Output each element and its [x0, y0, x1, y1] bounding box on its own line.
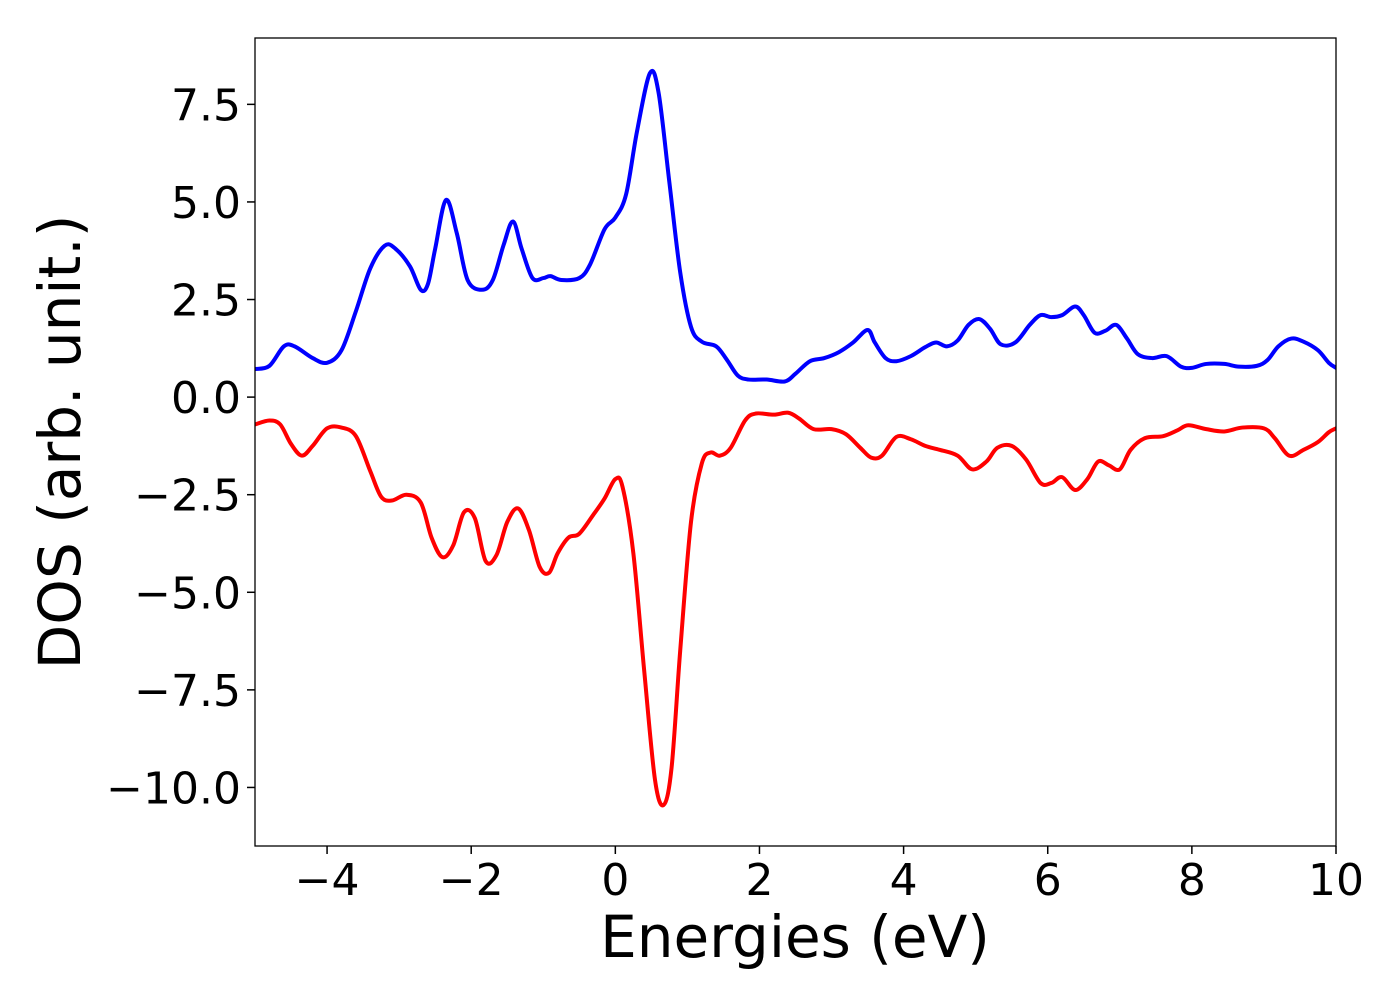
y-axis-title: DOS (arb. unit.)	[26, 215, 94, 670]
y-tick-label: 0.0	[171, 373, 241, 424]
x-tick-label: 2	[745, 855, 773, 906]
y-tick-label: −2.5	[134, 471, 241, 522]
y-tick-label: 2.5	[171, 276, 241, 327]
series-line-negative	[255, 410, 1336, 808]
y-tick-label: −7.5	[134, 666, 241, 717]
series-line-positive	[255, 68, 1336, 384]
x-tick-label: 10	[1308, 855, 1364, 906]
x-tick-label: 0	[601, 855, 629, 906]
y-tick-label: −10.0	[106, 763, 241, 814]
x-tick-label: 6	[1034, 855, 1062, 906]
x-tick-label: −4	[295, 855, 360, 906]
series-layer	[255, 68, 1336, 808]
x-tick-label: 8	[1178, 855, 1206, 906]
x-tick-label: 4	[890, 855, 918, 906]
x-axis-title: Energies (eV)	[600, 903, 990, 971]
plot-frame	[254, 37, 1337, 847]
x-axis-ticks: −4 −2 0 2 4 6 8 10	[295, 846, 1364, 906]
x-tick-label: −2	[439, 855, 504, 906]
y-tick-label: 5.0	[171, 178, 241, 229]
y-axis-ticks: 7.5 5.0 2.5 0.0 −2.5 −5.0 −7.5 −10.0	[106, 80, 255, 814]
y-tick-label: −5.0	[134, 568, 241, 619]
y-tick-label: 7.5	[171, 80, 241, 131]
